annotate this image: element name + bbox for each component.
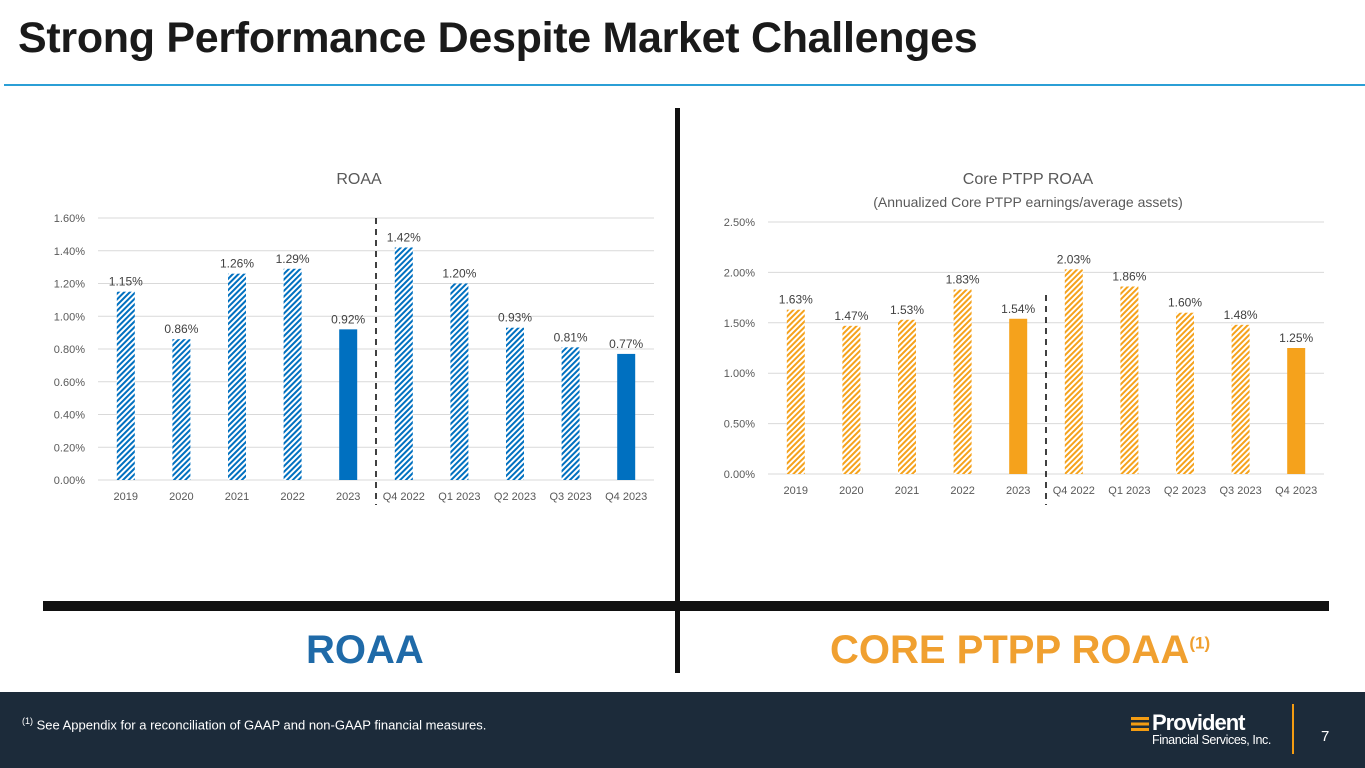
roaa-bar — [617, 353, 636, 480]
core-ptpp-panel-label: CORE PTPP ROAA(1) — [830, 628, 1210, 673]
roaa-panel-label-text: ROAA — [306, 628, 424, 672]
roaa-data-label: 1.15% — [109, 275, 143, 289]
ptpp-data-label: 1.60% — [1168, 296, 1202, 310]
roaa-bar — [228, 273, 246, 480]
roaa-x-tick-label: 2022 — [280, 491, 304, 503]
ptpp-data-label: 1.25% — [1279, 331, 1313, 345]
roaa-x-tick-label: Q4 2022 — [383, 491, 425, 503]
roaa-data-label: 1.29% — [276, 252, 310, 266]
roaa-chart: ROAA 0.00% 0.20% 0.40% 0.60% 0.80% 1.00% 1.20% 1… — [54, 171, 654, 505]
ptpp-data-label: 1.86% — [1112, 270, 1146, 284]
roaa-y-tick-label: 0.00% — [54, 475, 85, 487]
logo-separator — [1292, 704, 1294, 754]
ptpp-y-tick-label: 2.00% — [724, 267, 755, 279]
roaa-bar — [450, 283, 469, 480]
ptpp-bar — [1009, 318, 1028, 474]
ptpp-x-tick-label: 2019 — [784, 485, 808, 497]
roaa-data-label: 0.81% — [554, 330, 588, 344]
roaa-x-tick-label: Q4 2023 — [605, 491, 647, 503]
roaa-data-label: 1.26% — [220, 257, 254, 271]
ptpp-data-label: 1.53% — [890, 303, 924, 317]
roaa-x-tick-label: 2020 — [169, 491, 193, 503]
ptpp-chart-title: Core PTPP ROAA — [963, 171, 1094, 188]
roaa-bar — [561, 347, 580, 480]
page-number: 7 — [1321, 728, 1330, 745]
roaa-bar — [506, 327, 524, 480]
ptpp-bar — [1176, 312, 1194, 474]
roaa-data-label: 0.93% — [498, 311, 532, 325]
roaa-bar — [339, 329, 358, 480]
roaa-x-tick-label: 2023 — [336, 491, 360, 503]
ptpp-data-label: 1.54% — [1001, 302, 1035, 316]
page-title: Strong Performance Despite Market Challe… — [18, 14, 978, 62]
roaa-y-tick-label: 1.00% — [54, 311, 85, 323]
roaa-x-tick-label: Q2 2023 — [494, 491, 536, 503]
roaa-y-tick-label: 1.40% — [54, 246, 85, 258]
ptpp-y-tick-label: 0.50% — [724, 419, 755, 431]
roaa-bar — [394, 247, 413, 480]
roaa-bar — [116, 291, 135, 480]
roaa-y-tick-label: 1.60% — [54, 213, 85, 225]
title-rule — [4, 84, 1365, 86]
footnote-text: See Appendix for a reconciliation of GAA… — [33, 717, 487, 733]
ptpp-bar — [1120, 286, 1139, 474]
roaa-x-tick-label: 2019 — [114, 491, 138, 503]
ptpp-y-tick-label: 1.50% — [724, 318, 755, 330]
ptpp-data-label: 1.48% — [1224, 308, 1258, 322]
roaa-y-tick-label: 0.80% — [54, 344, 85, 356]
roaa-data-label: 1.20% — [442, 267, 476, 281]
roaa-data-label: 0.77% — [609, 337, 643, 351]
ptpp-bar — [1287, 348, 1306, 474]
ptpp-x-tick-label: 2022 — [950, 485, 974, 497]
roaa-data-label: 1.42% — [387, 230, 421, 244]
footnote-marker: (1) — [1189, 633, 1211, 653]
logo-stripes-icon — [1131, 717, 1149, 731]
roaa-y-tick-label: 0.60% — [54, 377, 85, 389]
ptpp-bar — [1231, 324, 1250, 474]
logo-subtitle: Financial Services, Inc. — [1152, 733, 1271, 747]
roaa-y-tick-label: 0.40% — [54, 410, 85, 422]
footnote: (1) See Appendix for a reconciliation of… — [22, 716, 486, 732]
ptpp-x-tick-label: Q4 2022 — [1053, 485, 1095, 497]
ptpp-data-label: 1.63% — [779, 293, 813, 307]
roaa-y-tick-label: 1.20% — [54, 279, 85, 291]
roaa-x-tick-label: Q3 2023 — [549, 491, 591, 503]
roaa-x-tick-label: Q1 2023 — [438, 491, 480, 503]
ptpp-data-label: 2.03% — [1057, 252, 1091, 266]
roaa-x-tick-label: 2021 — [225, 491, 249, 503]
roaa-data-label: 0.92% — [331, 312, 365, 326]
ptpp-chart-subtitle: (Annualized Core PTPP earnings/average a… — [873, 194, 1182, 210]
ptpp-x-tick-label: Q3 2023 — [1219, 485, 1261, 497]
roaa-bar — [283, 268, 302, 480]
core-ptpp-panel-label-text: CORE PTPP ROAA — [830, 628, 1190, 672]
ptpp-data-label: 1.83% — [946, 273, 980, 287]
ptpp-x-tick-label: Q4 2023 — [1275, 485, 1317, 497]
ptpp-y-tick-label: 0.00% — [724, 469, 755, 481]
ptpp-y-tick-label: 1.00% — [724, 368, 755, 380]
footer: (1) See Appendix for a reconciliation of… — [0, 692, 1365, 768]
roaa-bar — [172, 339, 191, 480]
footnote-number: (1) — [22, 716, 33, 726]
ptpp-x-tick-label: 2023 — [1006, 485, 1030, 497]
roaa-chart-title: ROAA — [336, 171, 382, 188]
ptpp-x-tick-label: Q1 2023 — [1108, 485, 1150, 497]
vertical-divider — [675, 108, 680, 673]
ptpp-bar — [1064, 269, 1083, 474]
roaa-data-label: 0.86% — [164, 322, 198, 336]
horizontal-divider — [43, 601, 1329, 611]
ptpp-bar — [898, 319, 916, 474]
ptpp-x-tick-label: 2021 — [895, 485, 919, 497]
roaa-panel-label: ROAA — [306, 628, 424, 673]
logo-brand: Provident — [1152, 710, 1245, 735]
core-ptpp-roaa-chart: Core PTPP ROAA (Annualized Core PTPP earn… — [724, 171, 1324, 505]
ptpp-x-tick-label: Q2 2023 — [1164, 485, 1206, 497]
ptpp-bar — [953, 289, 972, 474]
ptpp-bar — [842, 325, 861, 474]
ptpp-bar — [786, 309, 805, 474]
ptpp-x-tick-label: 2020 — [839, 485, 863, 497]
ptpp-y-tick-label: 2.50% — [724, 217, 755, 229]
roaa-y-tick-label: 0.20% — [54, 442, 85, 454]
ptpp-data-label: 1.47% — [834, 309, 868, 323]
